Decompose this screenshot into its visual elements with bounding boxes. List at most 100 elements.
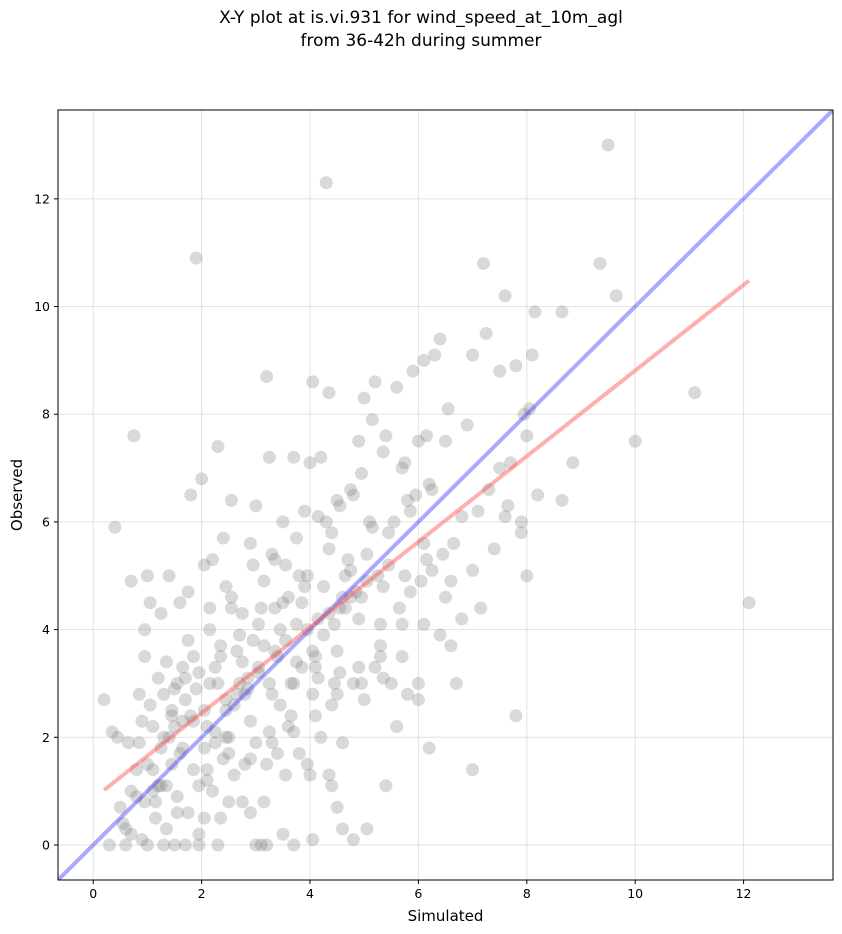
data-point (262, 725, 276, 739)
data-point (165, 709, 179, 723)
data-point (246, 558, 260, 572)
data-point (292, 569, 306, 583)
data-point (178, 671, 192, 685)
chart-title-line-1: X-Y plot at is.vi.931 for wind_speed_at_… (219, 8, 623, 28)
data-point (249, 838, 263, 852)
x-tick-label: 6 (414, 886, 422, 901)
data-point (260, 838, 274, 852)
data-point (241, 671, 255, 685)
data-point (360, 574, 374, 588)
data-point (466, 563, 480, 577)
data-point (208, 736, 222, 750)
data-point (344, 483, 358, 497)
data-point (268, 644, 282, 658)
data-point (214, 650, 228, 664)
data-point (420, 429, 434, 443)
data-point (384, 676, 398, 690)
data-point (433, 332, 447, 346)
data-point (162, 730, 176, 744)
y-tick-label: 6 (42, 514, 50, 529)
data-point (235, 606, 249, 620)
data-point (108, 520, 122, 534)
fit-line (102, 279, 751, 792)
data-point (176, 714, 190, 728)
x-tick-label: 12 (736, 886, 752, 901)
data-point (382, 558, 396, 572)
data-point (165, 703, 179, 717)
data-point (159, 822, 173, 836)
data-point (230, 644, 244, 658)
data-point (227, 768, 241, 782)
data-point (330, 800, 344, 814)
data-point (398, 456, 412, 470)
data-point (235, 655, 249, 669)
data-point (252, 666, 266, 680)
data-point (279, 558, 293, 572)
data-point (357, 693, 371, 707)
y-tick-label: 10 (34, 299, 50, 314)
data-point (186, 714, 200, 728)
data-point (173, 596, 187, 610)
data-point (224, 601, 238, 615)
data-point (609, 289, 623, 303)
data-point (425, 483, 439, 497)
data-point (246, 633, 260, 647)
data-point (284, 676, 298, 690)
data-point (327, 617, 341, 631)
scatter-points (97, 138, 756, 852)
data-point (195, 472, 209, 486)
data-point (208, 660, 222, 674)
data-point (216, 752, 230, 766)
data-point (151, 779, 165, 793)
data-point (425, 563, 439, 577)
data-point (455, 510, 469, 524)
x-axis-ticks: 0 2 4 6 8 10 12 (89, 880, 752, 901)
data-point (178, 693, 192, 707)
data-point (159, 655, 173, 669)
data-point (498, 510, 512, 524)
data-point (281, 590, 295, 604)
data-point (376, 671, 390, 685)
data-point (203, 676, 217, 690)
data-point (520, 569, 534, 583)
data-point (482, 483, 496, 497)
data-point (319, 515, 333, 529)
data-point (411, 676, 425, 690)
data-point (509, 709, 523, 723)
data-point (197, 558, 211, 572)
data-point (200, 763, 214, 777)
data-point (311, 612, 325, 626)
data-point (439, 434, 452, 448)
data-point (401, 493, 415, 507)
data-point (338, 601, 352, 615)
data-point (308, 650, 322, 664)
data-point (243, 752, 257, 766)
data-point (444, 639, 458, 653)
data-point (368, 375, 382, 389)
data-point (252, 660, 266, 674)
data-point (401, 687, 415, 701)
data-point (433, 628, 447, 642)
data-point (279, 768, 293, 782)
data-point (151, 671, 165, 685)
data-point (439, 590, 452, 604)
data-point (325, 698, 339, 712)
data-point (260, 370, 274, 384)
data-point (322, 386, 336, 400)
data-point (306, 833, 320, 847)
data-point (417, 536, 431, 550)
y-tick-label: 0 (42, 838, 50, 853)
data-point (390, 380, 404, 394)
data-point (517, 407, 531, 421)
data-point (338, 569, 352, 583)
data-point (211, 838, 225, 852)
data-point (257, 574, 271, 588)
data-point (216, 531, 230, 545)
data-point (211, 440, 225, 454)
data-point (243, 806, 257, 820)
data-point (514, 515, 528, 529)
data-point (360, 547, 374, 561)
data-point (555, 493, 569, 507)
data-point (601, 138, 615, 152)
data-point (395, 617, 409, 631)
